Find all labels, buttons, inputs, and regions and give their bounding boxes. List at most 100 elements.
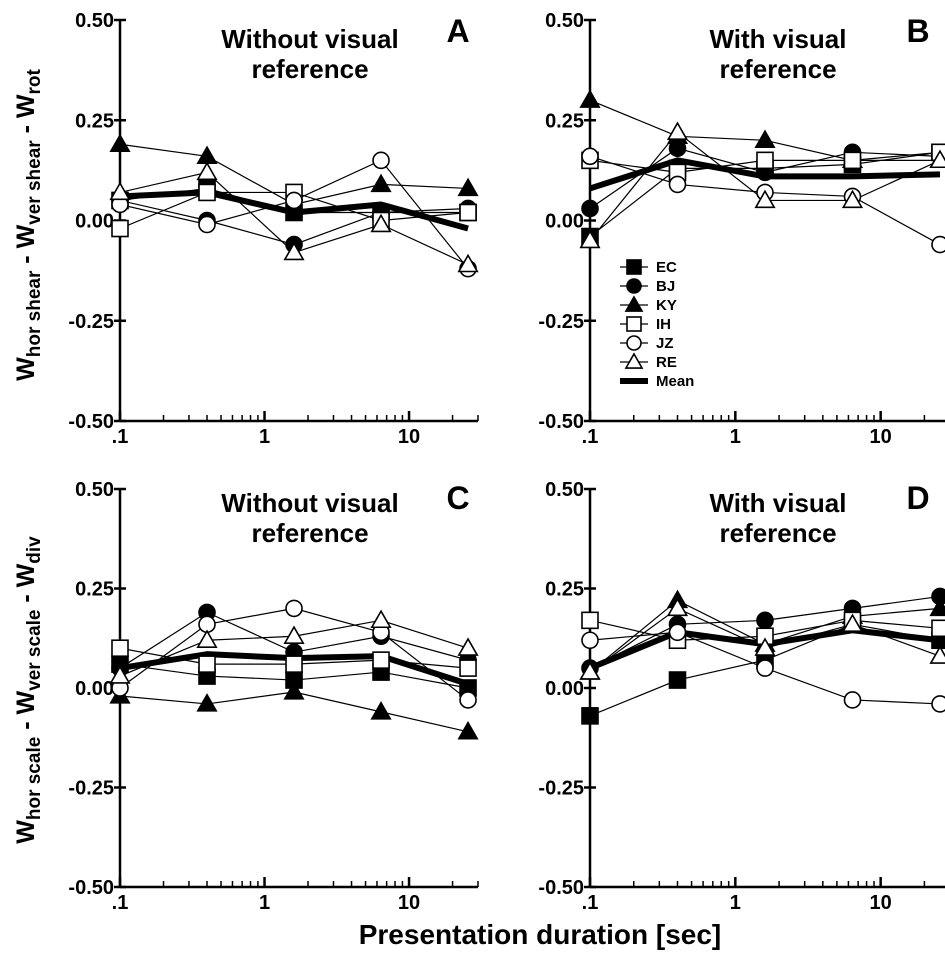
panel-letter: B [906,13,929,49]
point-re [841,189,864,209]
point-ec [581,707,599,725]
point-re [283,625,305,644]
point-re [370,609,392,629]
point-re [929,645,945,664]
y-label-subscript: ver shear [24,140,45,225]
point-jz [372,151,390,170]
y-label-subscript: hor shear [24,270,45,357]
point-bj [581,199,599,218]
point-jz [931,235,945,254]
point-jz [581,147,599,166]
point-ih [198,183,216,202]
y-tick-label: -0.25 [68,311,114,333]
legend-item-mean: Mean [620,373,694,390]
y-tick-label: 0.00 [75,678,114,700]
x-tick-label: 10 [398,426,420,448]
y-tick-label: 0.50 [75,479,114,501]
x-tick-label: 1 [259,892,270,914]
y-tick-label: 0.25 [545,110,584,132]
y-tick-label: 0.50 [545,10,584,32]
panel-title-line2: reference [251,54,368,84]
y-tick-label: -0.25 [68,778,114,800]
point-re [754,637,776,656]
point-ec [668,671,687,689]
panel-c: 0.50 0.25 0.00 -0.25 -0.50.1 1 10 Without visua… [68,479,479,914]
panel-letter: C [446,480,469,516]
point-jz [668,623,687,642]
y-label-text: - W [12,563,40,609]
y-tick-label: 0.50 [545,479,584,501]
legend-swatch-marker [624,295,644,312]
point-ih [756,151,774,170]
point-re [457,637,479,656]
y-label-text: W [12,357,40,381]
point-ky [754,129,776,148]
point-ih [459,203,477,222]
legend-item-re: RE [620,352,677,371]
y-tick-label: -0.50 [68,877,114,899]
panel-title-line2: reference [251,518,368,548]
y-label-text: - W [12,224,40,270]
point-ky [370,173,392,193]
y-label-text: - W [12,690,40,736]
point-ih [111,219,129,238]
point-re [754,189,776,209]
legend-label: Mean [656,373,694,390]
point-ih [931,619,945,638]
legend-label: IH [656,316,671,333]
panel-title-line2: reference [719,54,836,84]
point-jz [285,191,303,210]
legend-label: KY [656,297,677,314]
y-tick-label: 0.00 [545,211,584,233]
panel-d: 0.50 0.25 0.00 -0.25 -0.50.1 1 10 With visualre… [538,479,945,914]
panel-title-line1: Without visual [221,488,398,518]
x-tick-label: .1 [112,426,129,448]
y-label-subscript: ver scale [24,610,45,691]
point-re [109,665,131,684]
panel-title-line1: With visual [709,488,846,518]
x-tick-label: 10 [870,426,892,448]
y-label-text: W [12,820,40,844]
y-label-subscript: rot [24,68,45,94]
y-tick-label: -0.50 [68,411,114,433]
y-tick-label: 0.00 [545,678,584,700]
legend-item-jz: JZ [620,335,674,352]
legend-item-bj: BJ [620,278,675,295]
point-ky [283,681,305,700]
x-tick-label: .1 [582,426,599,448]
legend-label: JZ [656,335,674,352]
point-jz [843,691,862,709]
point-re [666,597,689,617]
y-tick-label: -0.50 [538,411,584,433]
point-re [666,121,689,140]
point-jz [931,695,945,713]
panel-title-line1: Without visual [221,24,398,54]
y-axis-label-bottom: Whor scale - Wver scale - Wdiv [12,536,45,844]
point-re [370,213,392,233]
panel-a: 0.50 0.25 0.00 -0.25 -0.50.1 1 10 Without visua… [68,10,479,448]
point-ky [109,133,131,153]
x-tick-label: 1 [259,426,270,448]
legend-item-ec: EC [620,259,677,276]
x-tick-label: 1 [730,892,741,914]
y-axis-label-top: Whor shear - Wver shear - Wrot [12,68,45,380]
legend-label: EC [656,259,677,276]
point-bj [756,611,774,630]
point-re [457,253,479,273]
point-jz [198,215,216,234]
y-label-subscript: div [24,536,45,564]
point-jz [668,175,687,194]
y-tick-label: -0.25 [538,778,584,800]
y-label-text: - W [12,94,40,140]
point-re [196,629,218,648]
y-tick-label: 0.25 [75,579,114,601]
point-re [196,161,218,181]
point-ih [198,655,216,673]
y-tick-label: 0.25 [545,579,584,601]
legend-swatch-marker [626,259,642,275]
panel-b: 0.50 0.25 0.00 -0.25 -0.50.1 1 10 With visualre… [538,10,945,448]
x-tick-label: 1 [730,426,741,448]
point-jz [756,659,774,677]
y-tick-label: 0.50 [75,10,114,32]
